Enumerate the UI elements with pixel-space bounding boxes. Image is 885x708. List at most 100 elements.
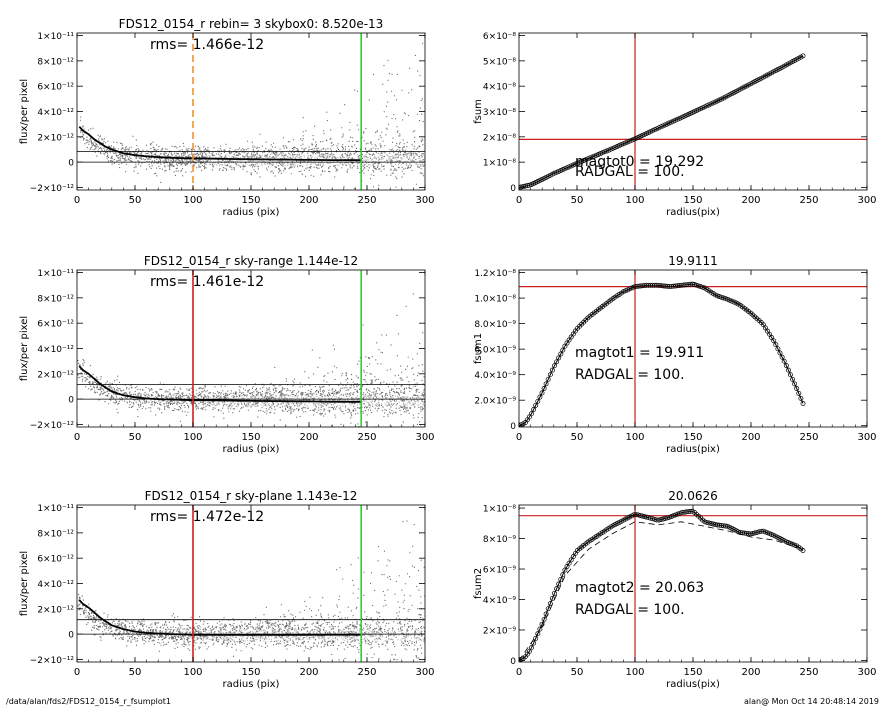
radgal-annotation: RADGAL = 100. bbox=[575, 367, 685, 383]
x-tick-label: 100 bbox=[625, 195, 644, 206]
magtot-annotation: magtot1 = 19.911 bbox=[575, 345, 704, 361]
y-tick-label: 1×10⁻⁸ bbox=[483, 505, 516, 515]
x-tick-label: 100 bbox=[625, 432, 644, 443]
curve-markers bbox=[519, 53, 806, 190]
x-tick-label: 300 bbox=[857, 667, 876, 678]
scatter-points bbox=[77, 293, 425, 427]
curve-markers bbox=[519, 508, 806, 662]
chart-title: FDS12_0154_r sky-plane 1.143e-12 bbox=[145, 489, 358, 503]
panel-6: magtot2 = 20.063 RADGAL = 100. 0 50 100 150 20… bbox=[473, 489, 877, 690]
y-tick-label: −2×10⁻¹² bbox=[30, 656, 75, 666]
y-tick-label: 2×10⁻¹² bbox=[37, 133, 74, 143]
x-tick-label: 0 bbox=[516, 432, 522, 443]
y-tick-label: 1×10⁻¹¹ bbox=[37, 269, 74, 279]
magtot-annotation: magtot2 = 20.063 bbox=[575, 580, 704, 596]
x-tick-label: 300 bbox=[415, 432, 434, 443]
x-tick-label: 250 bbox=[357, 432, 376, 443]
plot-area bbox=[519, 33, 867, 190]
y-tick-label: 8.0×10⁻⁹ bbox=[474, 320, 516, 330]
y-tick-label: 8×10⁻⁹ bbox=[483, 535, 516, 545]
y-tick-label: 1.0×10⁻⁸ bbox=[474, 295, 516, 305]
growth-curve bbox=[519, 283, 804, 427]
rms-annotation: rms= 1.466e-12 bbox=[150, 37, 264, 53]
x-tick-label: 200 bbox=[299, 667, 318, 678]
y-axis-label: flux/per pixel bbox=[19, 316, 30, 381]
y-tick-label: 1×10⁻⁸ bbox=[483, 159, 516, 169]
rms-annotation: rms= 1.461e-12 bbox=[150, 274, 264, 290]
x-tick-label: 200 bbox=[741, 195, 760, 206]
plot-area bbox=[77, 270, 425, 427]
y-axis-label: fsum1 bbox=[473, 333, 484, 364]
y-tick-label: 4×10⁻⁹ bbox=[483, 596, 516, 606]
x-tick-label: 100 bbox=[183, 432, 202, 443]
x-tick-label: 50 bbox=[129, 432, 142, 443]
scatter-points-light bbox=[204, 395, 425, 408]
mean-profile-line bbox=[78, 599, 362, 636]
chart-title: 20.0626 bbox=[668, 489, 718, 503]
y-tick-label: 2.0×10⁻⁹ bbox=[474, 397, 516, 407]
x-tick-label: 50 bbox=[571, 667, 584, 678]
x-tick-label: 300 bbox=[415, 195, 434, 206]
footer-file-path: /data/alan/fds2/FDS12_0154_r_fsumplot1 bbox=[6, 697, 171, 706]
y-tick-label: 2×10⁻⁹ bbox=[483, 626, 516, 636]
y-axis-label: fsum bbox=[473, 99, 484, 124]
rms-annotation: rms= 1.472e-12 bbox=[150, 509, 264, 525]
x-tick-label: 200 bbox=[741, 432, 760, 443]
growth-curve bbox=[519, 510, 804, 661]
chart-title: 19.9111 bbox=[668, 254, 718, 268]
y-axis-label: flux/per pixel bbox=[19, 79, 30, 144]
x-tick-label: 100 bbox=[183, 195, 202, 206]
x-tick-label: 150 bbox=[241, 195, 260, 206]
x-tick-label: 0 bbox=[74, 432, 80, 443]
x-tick-label: 200 bbox=[299, 195, 318, 206]
x-tick-label: 100 bbox=[625, 667, 644, 678]
x-tick-label: 300 bbox=[857, 432, 876, 443]
y-tick-label: 8×10⁻¹² bbox=[37, 294, 74, 304]
y-tick-label: 0 bbox=[510, 657, 516, 667]
y-tick-label: 2×10⁻¹² bbox=[37, 605, 74, 615]
y-tick-label: 1×10⁻¹¹ bbox=[37, 504, 74, 514]
footer-timestamp: alan@ Mon Oct 14 20:48:14 2019 bbox=[744, 697, 879, 706]
y-tick-label: 0 bbox=[510, 184, 516, 194]
y-axis-label: fsum2 bbox=[473, 568, 484, 599]
x-axis-label: radius(pix) bbox=[666, 679, 720, 690]
y-tick-label: 2×10⁻⁸ bbox=[483, 133, 516, 143]
x-tick-label: 200 bbox=[299, 432, 318, 443]
chart-title: FDS12_0154_r sky-range 1.144e-12 bbox=[144, 254, 358, 268]
y-tick-label: 0 bbox=[68, 159, 74, 169]
x-tick-label: 300 bbox=[857, 195, 876, 206]
y-tick-label: 8×10⁻¹² bbox=[37, 57, 74, 67]
y-tick-label: 6×10⁻⁸ bbox=[483, 32, 516, 42]
x-tick-label: 0 bbox=[74, 667, 80, 678]
y-tick-label: 8×10⁻¹² bbox=[37, 529, 74, 539]
radgal-annotation: RADGAL = 100. bbox=[575, 164, 685, 180]
x-tick-label: 50 bbox=[129, 667, 142, 678]
x-tick-label: 150 bbox=[241, 667, 260, 678]
y-tick-label: 0 bbox=[510, 422, 516, 432]
y-tick-label: 6×10⁻⁹ bbox=[483, 566, 516, 576]
y-tick-label: 4.0×10⁻⁹ bbox=[474, 371, 516, 381]
y-tick-label: 6×10⁻¹² bbox=[37, 555, 74, 565]
y-tick-label: −2×10⁻¹² bbox=[30, 184, 75, 194]
x-tick-label: 250 bbox=[799, 195, 818, 206]
y-tick-label: 4×10⁻¹² bbox=[37, 108, 74, 118]
y-tick-label: −2×10⁻¹² bbox=[30, 421, 75, 431]
chart-title: FDS12_0154_r rebin= 3 skybox0: 8.520e-13 bbox=[119, 17, 384, 31]
x-tick-label: 300 bbox=[415, 667, 434, 678]
x-tick-label: 100 bbox=[183, 667, 202, 678]
y-tick-label: 4×10⁻⁸ bbox=[483, 83, 516, 93]
y-tick-label: 1×10⁻¹¹ bbox=[37, 32, 74, 42]
x-tick-label: 200 bbox=[741, 667, 760, 678]
y-tick-label: 0 bbox=[68, 396, 74, 406]
x-axis-label: radius(pix) bbox=[666, 207, 720, 218]
x-tick-label: 150 bbox=[683, 195, 702, 206]
scatter-points bbox=[77, 520, 425, 661]
y-tick-label: 6.0×10⁻⁹ bbox=[474, 346, 516, 356]
mean-profile-line bbox=[78, 365, 362, 403]
y-tick-label: 4×10⁻¹² bbox=[37, 345, 74, 355]
plot-area bbox=[519, 270, 867, 427]
x-axis-label: radius (pix) bbox=[223, 207, 280, 218]
x-tick-label: 250 bbox=[799, 432, 818, 443]
